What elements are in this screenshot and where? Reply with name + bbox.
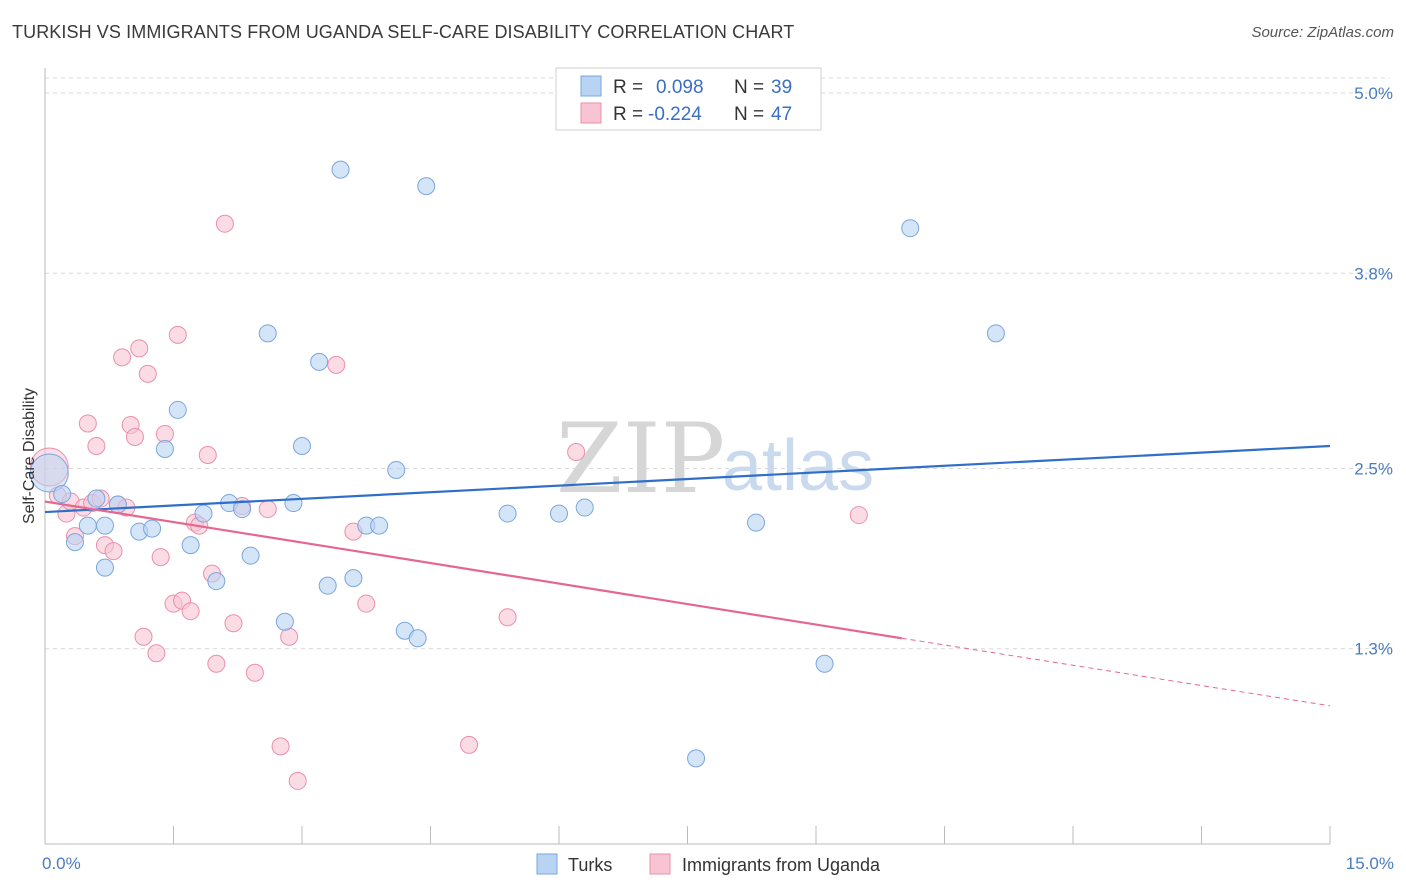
turks-point-17	[241, 546, 260, 565]
legend-swatch-uganda	[580, 102, 602, 124]
legend-r-value-turks: 0.098	[656, 77, 704, 98]
uganda-point-30	[207, 654, 226, 673]
bottom-legend: Turks Immigrants from Uganda	[536, 853, 881, 875]
turks-point-31	[417, 177, 436, 196]
x-tick-label-min: 0.0%	[42, 854, 81, 873]
turks-point-38	[901, 219, 920, 238]
uganda-point-34	[245, 663, 264, 682]
uganda-point-19	[147, 644, 166, 663]
legend-n-value-uganda: 47	[771, 104, 792, 125]
source-credit: Source: ZipAtlas.com	[1251, 24, 1394, 41]
turks-point-6	[108, 495, 127, 514]
y-tick-label-0: 1.3%	[1354, 640, 1393, 659]
turks-point-21	[293, 436, 311, 455]
turks-point-23	[318, 576, 337, 595]
chart-title: TURKISH VS IMMIGRANTS FROM UGANDA SELF-C…	[12, 22, 795, 42]
uganda-point-45	[849, 506, 868, 525]
uganda-point-39	[327, 355, 346, 374]
turks-point-2	[65, 533, 84, 552]
turks-point-20	[284, 494, 303, 513]
turks-point-14	[207, 572, 226, 591]
turks-point-1	[53, 485, 72, 504]
uganda-point-21	[155, 424, 174, 443]
turks-point-3	[78, 516, 97, 535]
uganda-point-35	[258, 500, 277, 519]
turks-point-39	[986, 324, 1005, 343]
uganda-point-17	[134, 627, 153, 646]
turks-point-34	[575, 498, 594, 517]
turks-point-16	[233, 500, 252, 519]
turks-point-27	[370, 516, 389, 535]
turks-point-18	[258, 324, 277, 343]
turks-point-4	[87, 489, 106, 508]
uganda-point-28	[198, 445, 217, 464]
uganda-point-31	[215, 214, 234, 233]
turks-point-32	[498, 504, 517, 523]
uganda-point-25	[181, 602, 200, 621]
trend-line-uganda-extension	[901, 637, 1331, 707]
x-tick-label-max: 15.0%	[1346, 854, 1394, 873]
turks-point-19	[275, 612, 294, 631]
uganda-point-8	[87, 436, 106, 455]
y-tick-label-3: 5.0%	[1354, 84, 1393, 103]
y-tick-label-1: 2.5%	[1354, 460, 1393, 479]
turks-point-24	[331, 160, 350, 179]
uganda-point-6	[78, 414, 97, 433]
turks-point-33	[550, 504, 568, 523]
watermark: ZIP atlas	[556, 403, 874, 515]
turks-point-5	[95, 558, 114, 577]
bottom-legend-label-uganda: Immigrants from Uganda	[682, 855, 881, 875]
legend-swatch-turks	[580, 75, 602, 97]
y-tick-label-2: 3.8%	[1354, 264, 1393, 283]
uganda-point-23	[168, 325, 187, 344]
series-turks-points	[29, 160, 1005, 768]
uganda-point-18	[138, 364, 157, 383]
turks-point-13	[194, 504, 213, 523]
uganda-point-20	[151, 548, 170, 567]
turks-point-37	[815, 654, 834, 673]
turks-point-35	[687, 749, 706, 768]
turks-point-10	[155, 439, 174, 458]
uganda-point-13	[113, 348, 132, 367]
uganda-point-11	[104, 542, 123, 561]
watermark-zip: ZIP	[556, 403, 725, 515]
legend-r-value-uganda: -0.224	[648, 104, 702, 125]
bottom-legend-label-turks: Turks	[568, 855, 612, 875]
uganda-point-38	[288, 771, 307, 790]
y-tick-labels: 1.3% 2.5% 3.8% 5.0%	[1354, 84, 1393, 659]
uganda-point-37	[280, 627, 299, 646]
turks-point-36	[747, 513, 766, 532]
legend-n-label-turks: N =	[734, 77, 764, 98]
legend-box: R = 0.098 N = 39 R = -0.224 N = 47	[555, 67, 822, 131]
watermark-atlas: atlas	[722, 426, 874, 506]
uganda-point-41	[357, 594, 376, 613]
legend-n-label-uganda: N =	[734, 104, 764, 125]
legend-r-label-turks: R =	[613, 77, 643, 98]
bottom-legend-swatch-turks	[536, 853, 558, 875]
turks-point-7	[95, 516, 114, 535]
turks-point-30	[408, 629, 427, 648]
trend-line-turks	[44, 444, 1331, 514]
turks-point-28	[387, 461, 406, 480]
turks-point-12	[181, 536, 200, 555]
legend-r-label-uganda: R =	[613, 104, 643, 125]
trend-line-uganda	[44, 500, 902, 640]
y-axis-title: Self-Care Disability	[21, 388, 38, 524]
turks-point-11	[168, 400, 187, 419]
turks-point-0	[29, 453, 69, 493]
turks-point-9	[143, 519, 162, 538]
legend-n-value-turks: 39	[771, 77, 792, 98]
uganda-point-36	[271, 737, 290, 756]
uganda-point-43	[498, 608, 517, 627]
bottom-legend-swatch-uganda	[649, 853, 671, 875]
trend-lines	[44, 444, 1331, 707]
uganda-point-15	[125, 427, 144, 446]
turks-point-25	[344, 569, 363, 588]
uganda-point-16	[130, 339, 149, 358]
uganda-point-44	[567, 442, 586, 461]
turks-point-22	[310, 352, 329, 371]
uganda-point-32	[224, 614, 243, 633]
uganda-point-42	[460, 735, 479, 754]
